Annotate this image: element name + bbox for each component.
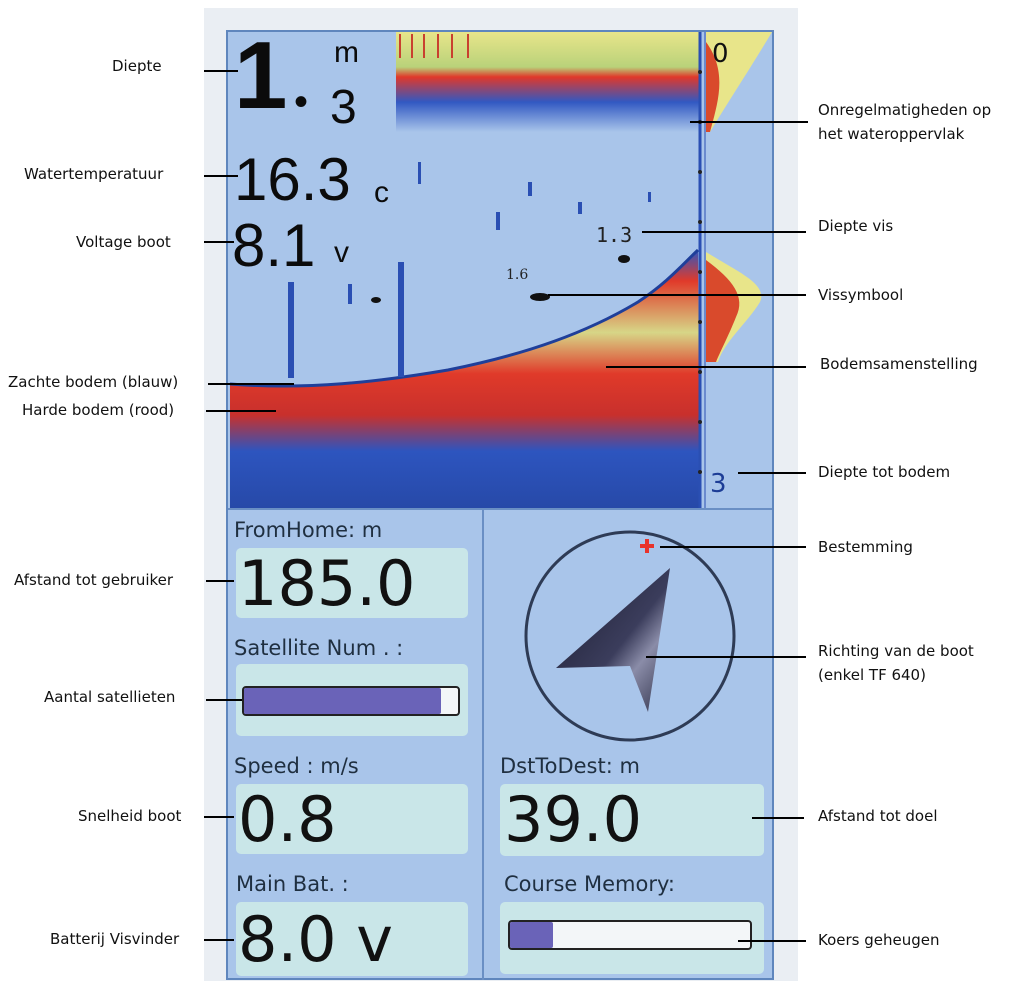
satellite-bar: [242, 686, 460, 716]
speed-value: 0.8: [238, 783, 337, 856]
satellite-bar-fill: [244, 688, 441, 714]
annotation-voltage-boot: Voltage boot: [76, 233, 171, 251]
annotation-bestemming: Bestemming: [818, 538, 913, 556]
depth-unit: m: [334, 36, 359, 69]
fish-symbols: [371, 255, 630, 303]
speed-box: [236, 784, 468, 854]
surface-clutter: [396, 32, 700, 132]
annotation-afstand-gebruiker: Afstand tot gebruiker: [14, 571, 174, 589]
annotation-bodemsamenstelling: Bodemsamenstelling: [820, 355, 978, 373]
annotation-watertemperatuur: Watertemperatuur: [24, 165, 164, 183]
main-bat-box: [236, 902, 468, 976]
course-memory-bar: [508, 920, 752, 950]
dst-label: DstToDest: m: [500, 754, 640, 778]
scale-top-label: 0: [712, 39, 729, 69]
speed-label: Speed : m/s: [234, 754, 359, 778]
scale-bottom-label: 3: [710, 469, 727, 499]
fish-depth-label: 1.3: [596, 223, 632, 247]
sonar-view: 1.3 1.6 0 3: [228, 32, 772, 508]
boat-direction-arrow: [556, 568, 670, 712]
annotation-onregelmatigheden-1: Onregelmatigheden op: [818, 101, 992, 119]
from-home-label: FromHome: m: [234, 518, 383, 542]
from-home-value: 185.0: [238, 547, 416, 620]
dst-value: 39.0: [504, 783, 643, 856]
temperature-value: 16.3: [234, 146, 351, 213]
annotation-onregelmatigheden-2: het wateroppervlak: [818, 125, 965, 143]
voltage-unit: v: [334, 236, 349, 269]
bottom-band: [230, 250, 700, 508]
depth-decimal: 3: [330, 81, 357, 134]
annotation-vissymbool: Vissymbool: [818, 286, 904, 304]
annotation-zachte-bodem: Zachte bodem (blauw): [8, 373, 179, 391]
main-bat-value: 8.0 v: [238, 903, 393, 976]
fish-depth-label-2: 1.6: [506, 267, 528, 283]
annotation-afstand-doel: Afstand tot doel: [818, 807, 938, 825]
temperature-unit: c: [374, 176, 389, 209]
course-memory-bar-fill: [510, 922, 554, 948]
annotation-harde-bodem: Harde bodem (rood): [22, 401, 175, 419]
depth-value: 1: [234, 22, 288, 129]
annotation-koers-geheugen: Koers geheugen: [818, 931, 940, 949]
annotation-richting-1: Richting van de boot: [818, 642, 974, 660]
annotation-richting-2: (enkel TF 640): [818, 666, 926, 684]
from-home-box: [236, 548, 468, 618]
course-label: Course Memory:: [504, 872, 675, 896]
annotation-batterij-visvinder: Batterij Visvinder: [50, 930, 180, 948]
annotation-diepte: Diepte: [112, 57, 162, 75]
annotation-diepte-bodem: Diepte tot bodem: [818, 463, 951, 481]
dst-box: [500, 784, 764, 856]
main-bat-label: Main Bat. :: [236, 872, 349, 896]
annotation-snelheid-boot: Snelheid boot: [78, 807, 182, 825]
fishfinder-screen: 1.3 1.6 0 3 1 • 3 m 16.3 c 8.1 v FromHom…: [226, 22, 774, 980]
compass: [524, 530, 736, 742]
voltage-value: 8.1: [232, 212, 316, 279]
destination-marker: [640, 539, 654, 553]
annotation-aantal-satellieten: Aantal satellieten: [44, 688, 176, 706]
satellite-label: Satellite Num . :: [234, 636, 404, 660]
annotation-diepte-vis: Diepte vis: [818, 217, 894, 235]
